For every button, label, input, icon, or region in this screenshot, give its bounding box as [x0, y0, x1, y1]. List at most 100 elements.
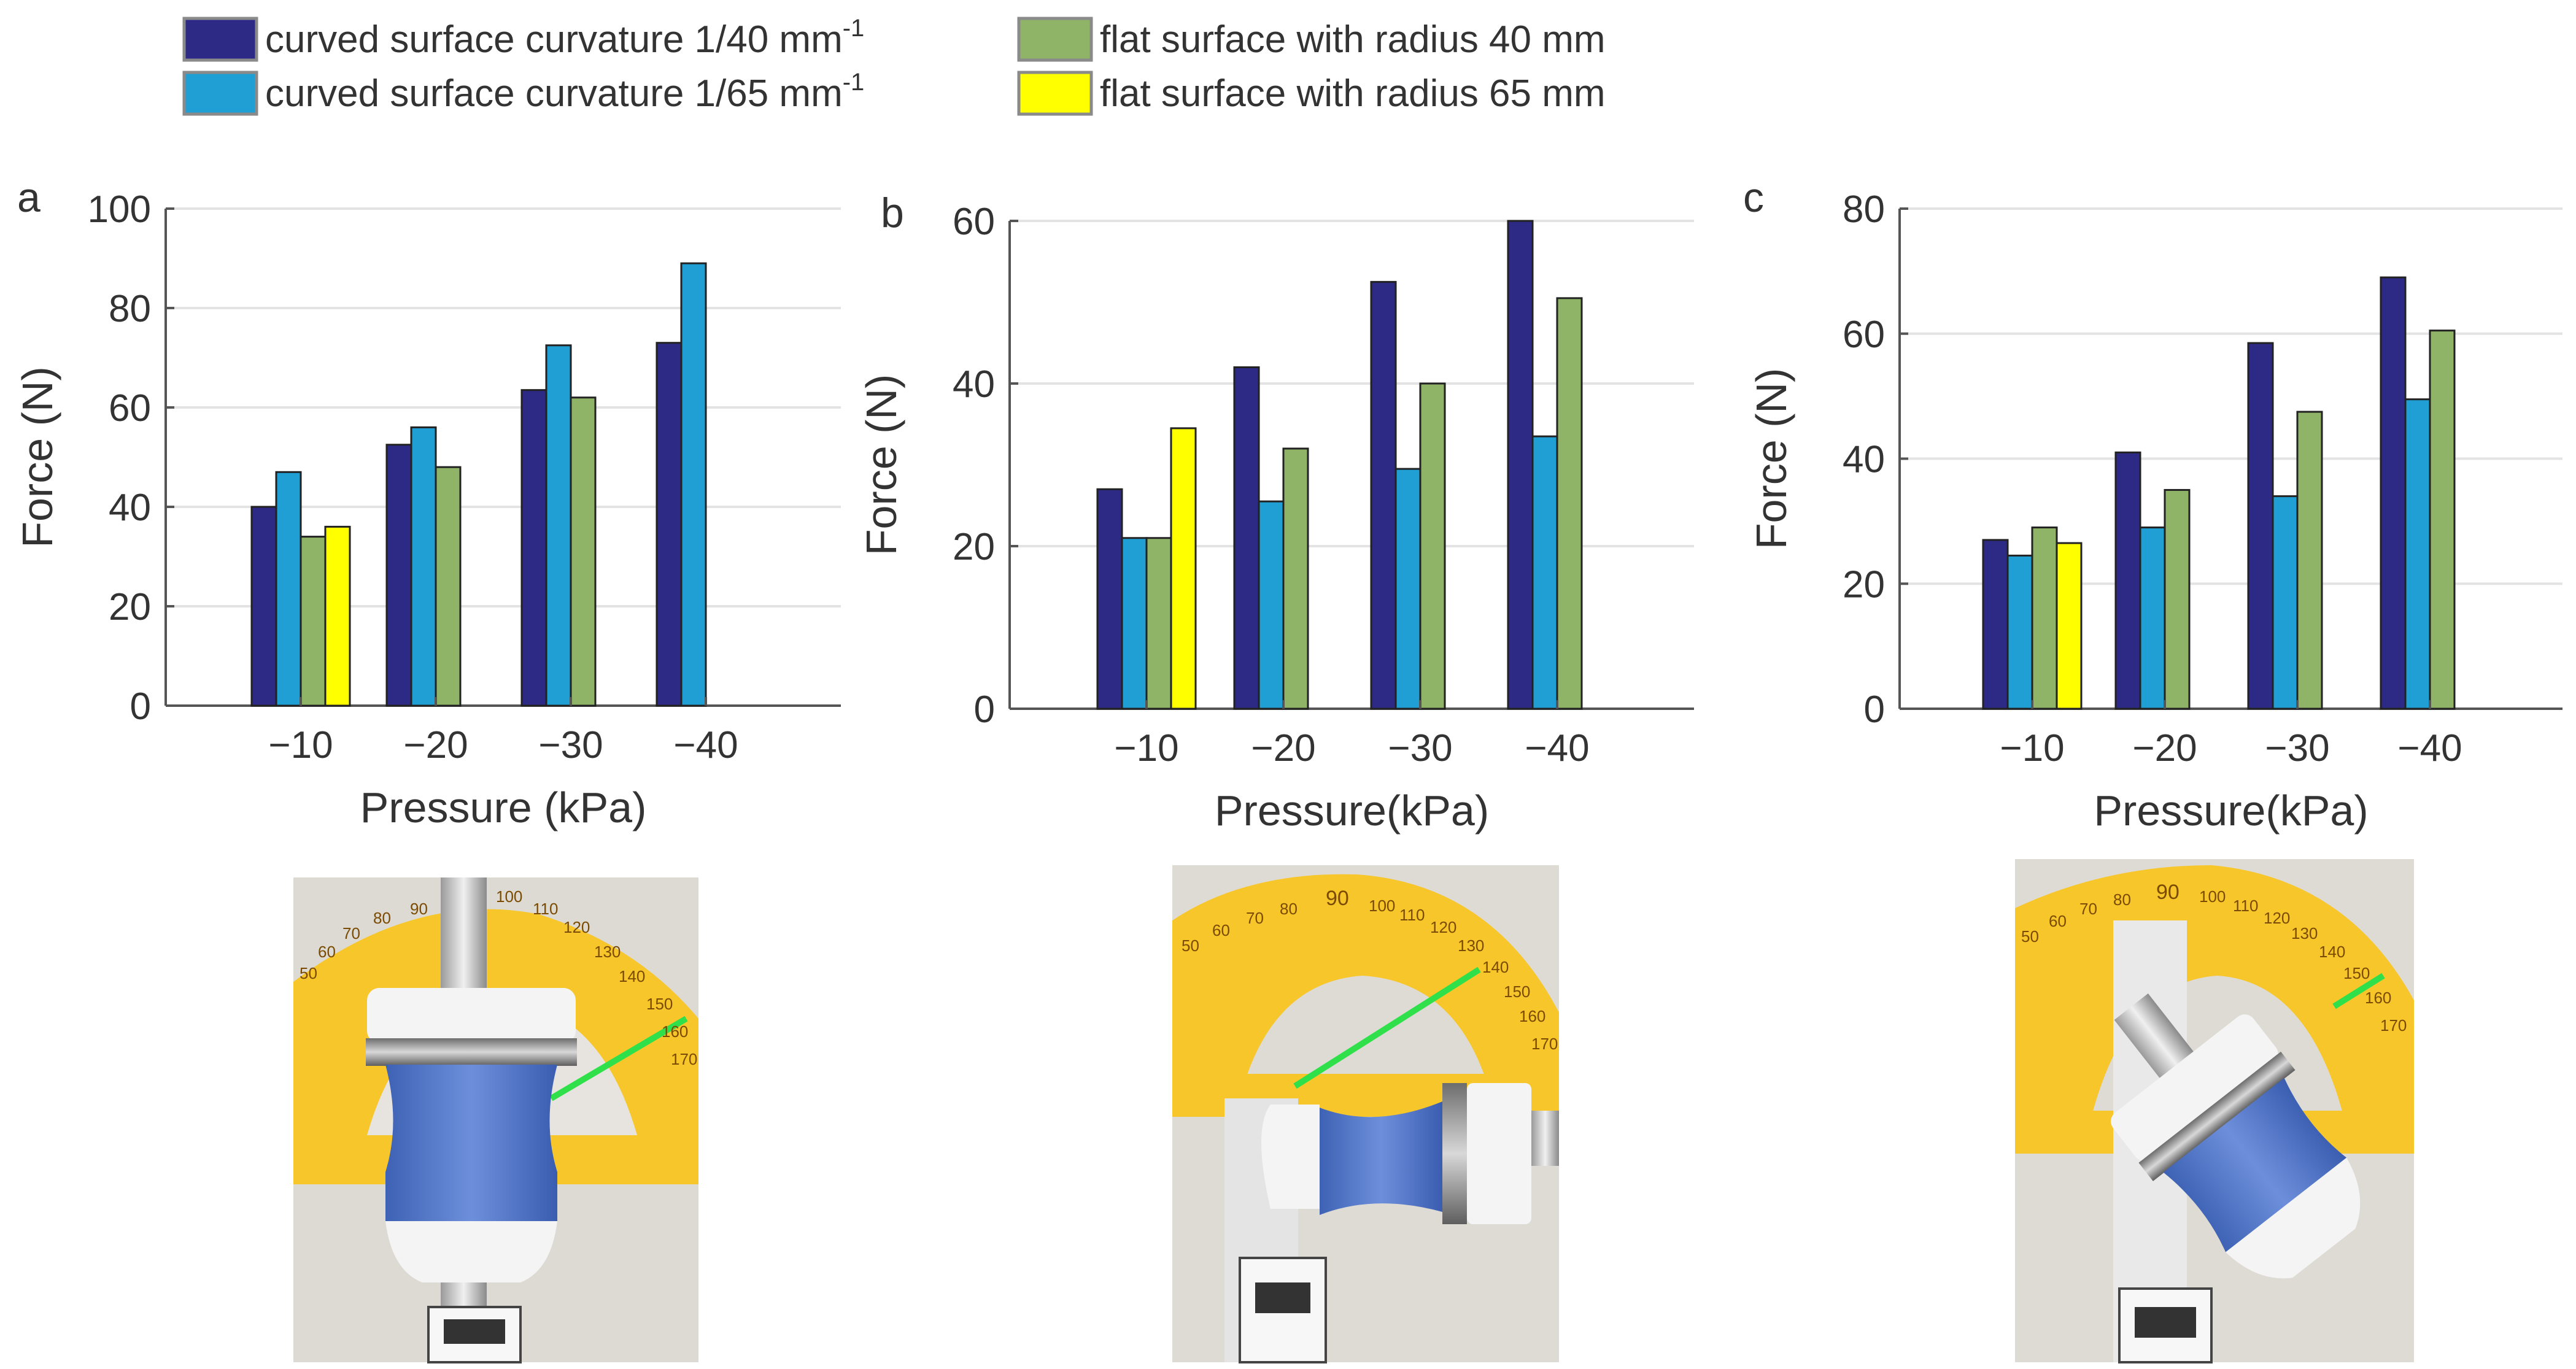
photo-b-ruler-num: 60	[1212, 921, 1230, 939]
bar-b-0-2	[1370, 280, 1397, 710]
legend-label-f65: flat surface with radius 65 mm	[1100, 72, 1606, 115]
photo-a-gripper-vertical: 90 100 110 120 130 140 150 160 170 80 70…	[293, 877, 698, 1363]
x-axis-title: Pressure (kPa)	[360, 784, 647, 831]
panel-label-b: b	[881, 190, 904, 236]
photo-a-ruler-num: 110	[533, 900, 558, 918]
bar-a-1-2	[545, 344, 572, 707]
photo-b-right-cap	[1467, 1083, 1531, 1224]
bar-b-2-0	[1145, 537, 1172, 710]
y-tick-label: 60	[109, 387, 151, 430]
y-axis-title: Force (N)	[14, 366, 61, 548]
bar-b-3-0	[1170, 427, 1197, 710]
photo-a-blue-pad	[385, 1065, 557, 1221]
photo-c-ruler-num: 90	[2156, 881, 2180, 904]
photo-c-ruler-num: 120	[2264, 909, 2290, 927]
photo-b-left-cap	[1261, 1105, 1320, 1209]
photo-c-ruler-num: 130	[2291, 924, 2318, 943]
legend-label-c65: curved surface curvature 1/65 mm-1	[265, 69, 864, 115]
bar-b-0-3	[1507, 220, 1534, 710]
photo-b-ruler-num: 130	[1458, 936, 1484, 955]
photo-c-ruler-num: 160	[2365, 989, 2391, 1007]
photo-c-ruler-num: 50	[2021, 927, 2039, 946]
bar-a-0-0	[250, 506, 277, 707]
x-tick-label: −10	[2000, 727, 2064, 769]
photo-c-ruler-num: 110	[2233, 897, 2258, 915]
photo-c-ruler-num: 150	[2343, 964, 2370, 982]
legend-label-c40: curved surface curvature 1/40 mm-1	[265, 15, 864, 61]
bar-c-2-3	[2429, 330, 2456, 710]
bar-c-1-2	[2272, 495, 2299, 710]
photo-b-ruler-num: 90	[1326, 887, 1349, 910]
photo-b-ruler-num: 50	[1182, 936, 1199, 955]
photo-c-ruler-num: 70	[2079, 900, 2097, 918]
bar-b-1-2	[1394, 468, 1421, 710]
photo-a-ruler-num: 100	[496, 887, 522, 906]
photo-a-ruler-num: 50	[300, 964, 317, 982]
photo-c-ruler-num: 60	[2049, 912, 2067, 930]
y-tick-label: 100	[88, 188, 151, 231]
photo-a-sensor-screen	[444, 1319, 505, 1344]
x-tick-label: −30	[538, 724, 603, 766]
legend: curved surface curvature 1/40 mm-1 curved…	[182, 15, 1606, 116]
legend-swatch-c65	[182, 71, 258, 116]
x-tick-label: −40	[673, 724, 738, 766]
legend-label-sup: -1	[843, 15, 865, 42]
photo-b-ruler-num: 110	[1399, 906, 1425, 924]
bar-c-0-2	[2247, 342, 2274, 710]
legend-swatch-f40	[1017, 17, 1093, 62]
photo-b-ruler-num: 70	[1246, 909, 1264, 927]
photo-a-ruler-num: 70	[342, 924, 360, 943]
bar-b-2-1	[1282, 447, 1309, 710]
y-tick-label: 0	[130, 685, 151, 728]
photo-a-bottom-cap	[385, 1221, 557, 1282]
y-tick-label: 20	[1843, 563, 1885, 606]
photo-b-pipe	[1531, 1111, 1559, 1166]
photo-c-top-cap	[2111, 1014, 2278, 1161]
photo-c-gripper-tilted: 90 100 110 120 130 140 150 160 170 80 70…	[2015, 859, 2414, 1363]
bar-c-3-0	[2056, 542, 2083, 710]
bar-a-1-0	[275, 471, 302, 707]
photo-b-ruler-num: 160	[1519, 1007, 1545, 1025]
bar-a-1-1	[410, 426, 437, 707]
bar-c-1-1	[2139, 526, 2166, 710]
x-tick-label: −30	[2265, 727, 2329, 769]
bar-c-0-3	[2380, 276, 2407, 710]
bar-c-1-3	[2404, 398, 2431, 710]
y-tick-label: 40	[953, 363, 995, 406]
bar-a-2-0	[300, 536, 327, 707]
legend-swatch-c40	[182, 17, 258, 62]
photo-b-sensor-screen	[1255, 1282, 1310, 1313]
photo-a-laser-line	[549, 1016, 688, 1101]
chart-b: b 0 20 40 60 −10 −20 −30 −40 Pressure(kPa) Force (…	[857, 190, 1694, 835]
photo-a-top-cap	[367, 988, 576, 1043]
chart-a: a 0 20 40 60 80 100 −10 −20 −30 −40 Pressure (kPa) F…	[14, 174, 841, 831]
photo-c-ruler-num: 170	[2380, 1016, 2407, 1035]
bar-b-2-3	[1556, 297, 1583, 710]
y-tick-label: 0	[974, 688, 995, 731]
bar-b-1-3	[1531, 435, 1558, 710]
bar-c-1-0	[2006, 554, 2033, 710]
photo-c-blue-pad	[2163, 1078, 2347, 1252]
photo-a-ruler-num: 80	[373, 909, 391, 927]
y-tick-label: 80	[1843, 188, 1885, 231]
y-axis-title: Force (N)	[1747, 368, 1795, 550]
photo-c-ruler-num: 80	[2113, 890, 2131, 909]
bar-a-0-3	[656, 342, 683, 707]
bar-b-0-0	[1096, 488, 1123, 710]
photo-b-laser-line	[1293, 966, 1481, 1089]
photo-b-blue-pad	[1320, 1101, 1442, 1215]
x-tick-label: −10	[268, 724, 333, 766]
photo-a-ruler-num: 130	[594, 943, 621, 961]
panel-label-c: c	[1743, 174, 1764, 221]
photo-a-ruler-num: 90	[410, 900, 428, 918]
photo-b-ruler-numbers: 90 100 110 120 130 140 150 160 170 80 70…	[1182, 887, 1558, 1053]
photo-b-ruler-num: 80	[1280, 900, 1298, 918]
bar-c-2-1	[2164, 488, 2191, 710]
bar-c-2-0	[2031, 526, 2058, 710]
photo-b-ruler-num: 140	[1482, 958, 1509, 976]
photo-c-sensor-screen	[2135, 1307, 2196, 1338]
bar-b-0-1	[1233, 366, 1260, 710]
photo-c-laser-line	[2332, 973, 2385, 1009]
bar-c-0-1	[2114, 451, 2141, 710]
